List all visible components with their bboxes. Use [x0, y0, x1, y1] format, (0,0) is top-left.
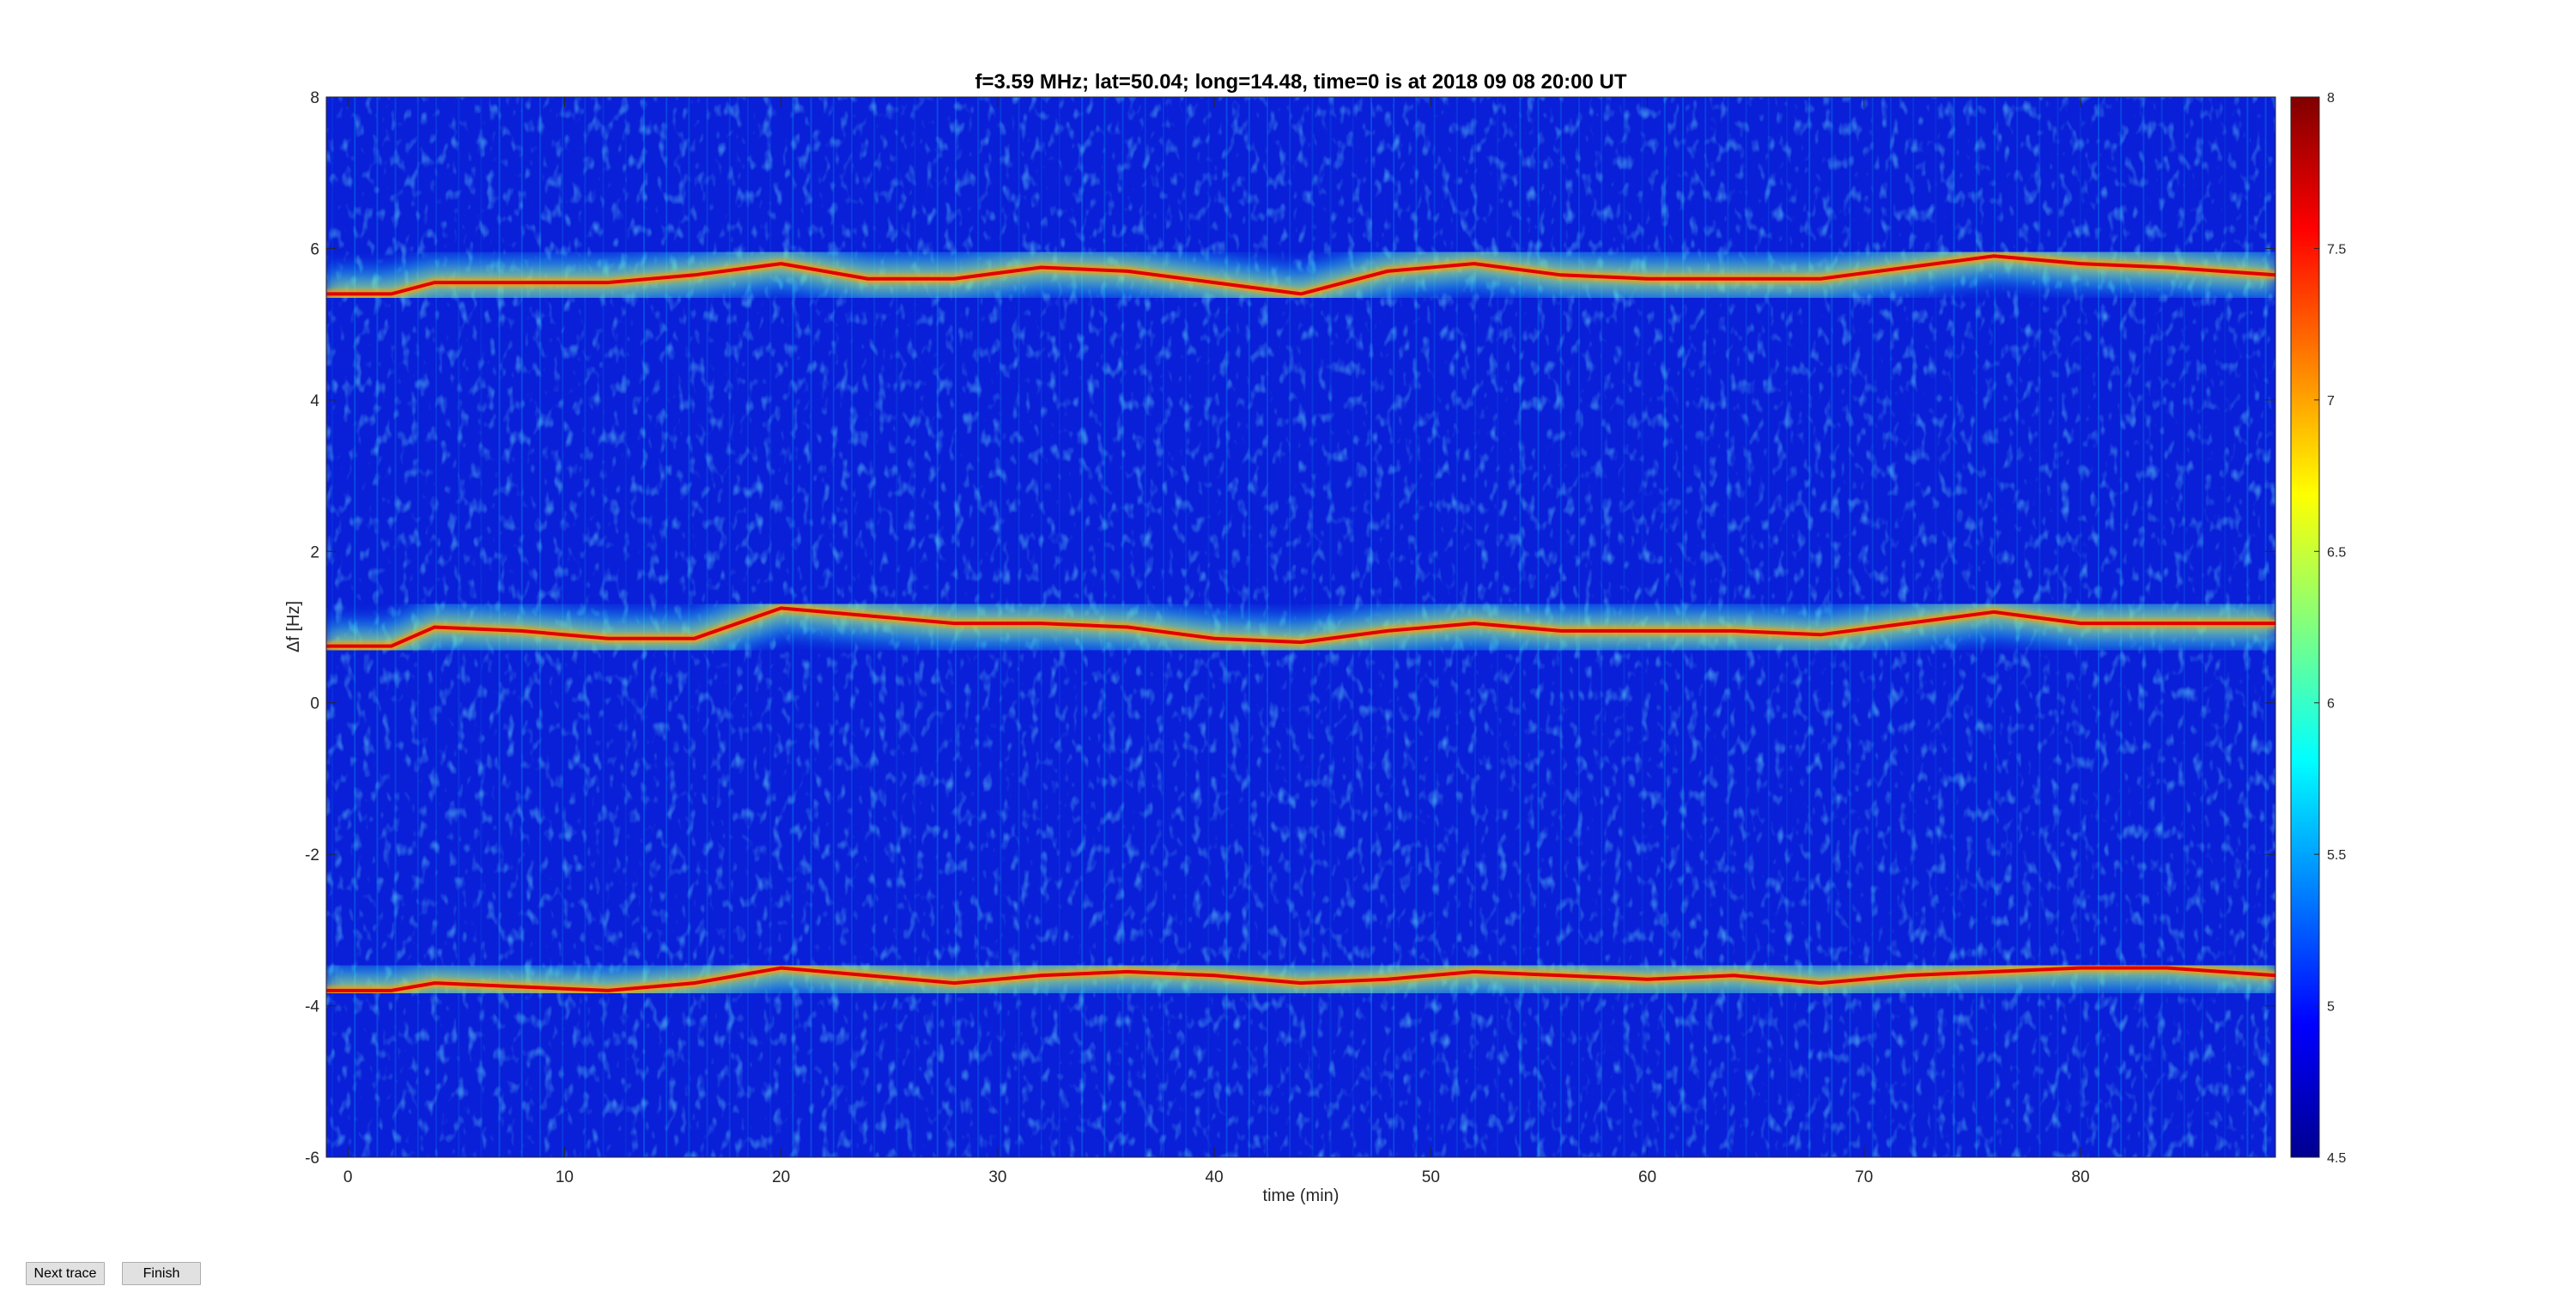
next-trace-button[interactable]: Next trace [26, 1262, 105, 1285]
y-tick-label: 8 [310, 89, 319, 107]
y-tick-label: -4 [305, 998, 319, 1016]
y-tick-label: 6 [310, 240, 319, 258]
y-axis: -6 -4 -2 0 2 4 6 8 [305, 89, 2275, 1168]
colorbar: 4.5 5 5.5 6 6.5 7 7.5 8 [2290, 91, 2346, 1166]
y-tick-label: 2 [310, 543, 319, 561]
colorbar-tick-label: 5.5 [2327, 848, 2346, 863]
y-axis-label: Δf [Hz] [284, 601, 303, 652]
x-tick-label: 20 [772, 1168, 790, 1186]
x-tick-label: 40 [1206, 1168, 1224, 1186]
colorbar-tick-label: 4.5 [2327, 1151, 2346, 1166]
x-axis-label: time (min) [1263, 1186, 1340, 1205]
x-tick-label: 10 [556, 1168, 574, 1186]
heatmap-image [325, 96, 2289, 1158]
y-tick-label: 0 [310, 695, 319, 713]
colorbar-tick-label: 7 [2327, 394, 2335, 409]
colorbar-ticks: 4.5 5 5.5 6 6.5 7 7.5 8 [2314, 91, 2346, 1166]
x-tick-label: 30 [988, 1168, 1006, 1186]
x-tick-label: 60 [1638, 1168, 1656, 1186]
trace-1-line [326, 606, 2275, 648]
colorbar-tick-label: 5 [2327, 1000, 2335, 1015]
colorbar-tick-label: 7.5 [2327, 242, 2346, 257]
y-tick-label: -6 [305, 1149, 319, 1168]
plot-frame [325, 96, 2276, 1158]
x-tick-label: 50 [1422, 1168, 1440, 1186]
chart-title: f=3.59 MHz; lat=50.04; long=14.48, time=… [975, 70, 1626, 94]
colorbar-tick-label: 6.5 [2327, 545, 2346, 560]
x-tick-label: 80 [2071, 1168, 2089, 1186]
colorbar-tick-label: 8 [2327, 91, 2335, 106]
doppler-traces [326, 229, 2275, 1017]
x-axis: 0 10 20 30 40 50 60 70 80 [343, 97, 2090, 1186]
colorbar-gradient [2290, 96, 2320, 1158]
time-stripe [2287, 97, 2289, 1157]
y-tick-label: -2 [305, 846, 319, 864]
trace-2-line [326, 966, 2275, 992]
x-tick-label: 0 [343, 1168, 353, 1186]
trace-0-line [326, 254, 2275, 296]
finish-button[interactable]: Finish [122, 1262, 201, 1285]
x-tick-label: 70 [1855, 1168, 1873, 1186]
colorbar-tick-label: 6 [2327, 697, 2335, 712]
y-tick-label: 4 [310, 392, 319, 410]
